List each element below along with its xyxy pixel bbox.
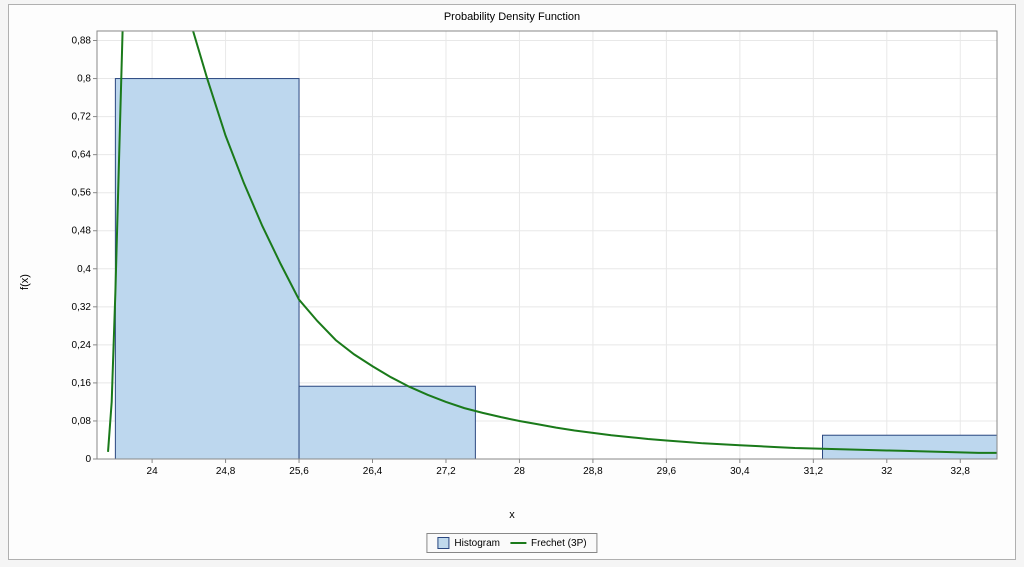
x-tick-label: 32	[881, 466, 893, 477]
histogram-bar	[299, 386, 475, 459]
y-tick-label: 0,8	[77, 74, 91, 85]
x-tick-label: 29,6	[657, 466, 677, 477]
legend-curve-line-icon	[510, 542, 526, 544]
x-tick-label: 25,6	[289, 466, 309, 477]
y-tick-label: 0,16	[72, 378, 92, 389]
x-tick-label: 31,2	[804, 466, 824, 477]
histogram-bar	[823, 435, 997, 459]
x-tick-label: 24	[147, 466, 159, 477]
legend-histogram-swatch-icon	[437, 537, 449, 549]
y-tick-label: 0,4	[77, 264, 91, 275]
chart-title: Probability Density Function	[9, 11, 1015, 23]
chart-panel: Probability Density Function f(x) x 2424…	[8, 4, 1016, 560]
y-tick-label: 0,72	[72, 112, 92, 123]
legend: Histogram Frechet (3P)	[426, 533, 597, 553]
y-tick-label: 0	[85, 454, 91, 465]
x-tick-label: 28,8	[583, 466, 603, 477]
y-tick-label: 0,32	[72, 302, 92, 313]
histogram-bar	[115, 79, 299, 459]
y-tick-label: 0,48	[72, 226, 92, 237]
x-tick-label: 30,4	[730, 466, 750, 477]
x-tick-label: 27,2	[436, 466, 456, 477]
y-tick-label: 0,08	[72, 416, 92, 427]
y-tick-label: 0,88	[72, 36, 92, 47]
x-tick-label: 28	[514, 466, 526, 477]
legend-item-curve: Frechet (3P)	[510, 538, 587, 549]
x-tick-label: 26,4	[363, 466, 383, 477]
x-tick-label: 32,8	[951, 466, 971, 477]
legend-curve-label: Frechet (3P)	[531, 538, 587, 549]
plot-area: 24 24,8 25,6 26,4 27,2 28 28,8 29,6 30,4 31,2 32 32…	[67, 29, 1001, 481]
y-axis-label: f(x)	[19, 274, 31, 290]
legend-item-histogram: Histogram	[437, 537, 500, 549]
x-tick-label: 24,8	[216, 466, 236, 477]
y-tick-label: 0,24	[72, 340, 92, 351]
legend-histogram-label: Histogram	[454, 538, 500, 549]
x-axis-label: x	[9, 509, 1015, 521]
y-tick-label: 0,56	[72, 188, 92, 199]
y-tick-label: 0,64	[72, 150, 92, 161]
plot-svg: 24 24,8 25,6 26,4 27,2 28 28,8 29,6 30,4 31,2 32 32…	[67, 29, 1001, 481]
